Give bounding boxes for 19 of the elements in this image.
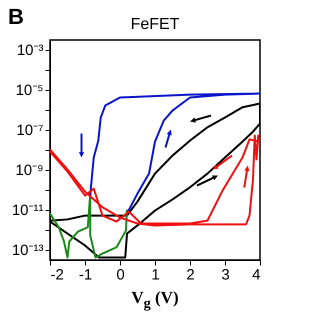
y-tick-label: 10⁻³ [16,42,44,60]
line-series [50,134,260,226]
x-tick-label: -1 [78,266,92,284]
y-tick-label: 10⁻⁵ [16,82,44,100]
x-tick-label: 4 [252,266,260,284]
x-tick-label: 1 [151,266,160,284]
y-tick-label: 10⁻¹¹ [12,202,44,220]
x-tick-label: 0 [116,266,125,284]
x-tick-label: 3 [221,266,230,284]
x-tick-label: -2 [50,266,64,284]
line-series [89,92,260,215]
y-tick-label: 10⁻⁷ [16,122,44,140]
x-tick-label: 2 [186,266,195,284]
line-series [50,192,128,258]
y-tick-label: 10⁻⁹ [15,162,44,180]
x-axis-title: V$_{g}$ (V) [130,288,180,312]
text: B [8,4,24,30]
y-tick-label: 10⁻¹³ [12,242,44,260]
chart-title: FeFET [130,16,180,33]
